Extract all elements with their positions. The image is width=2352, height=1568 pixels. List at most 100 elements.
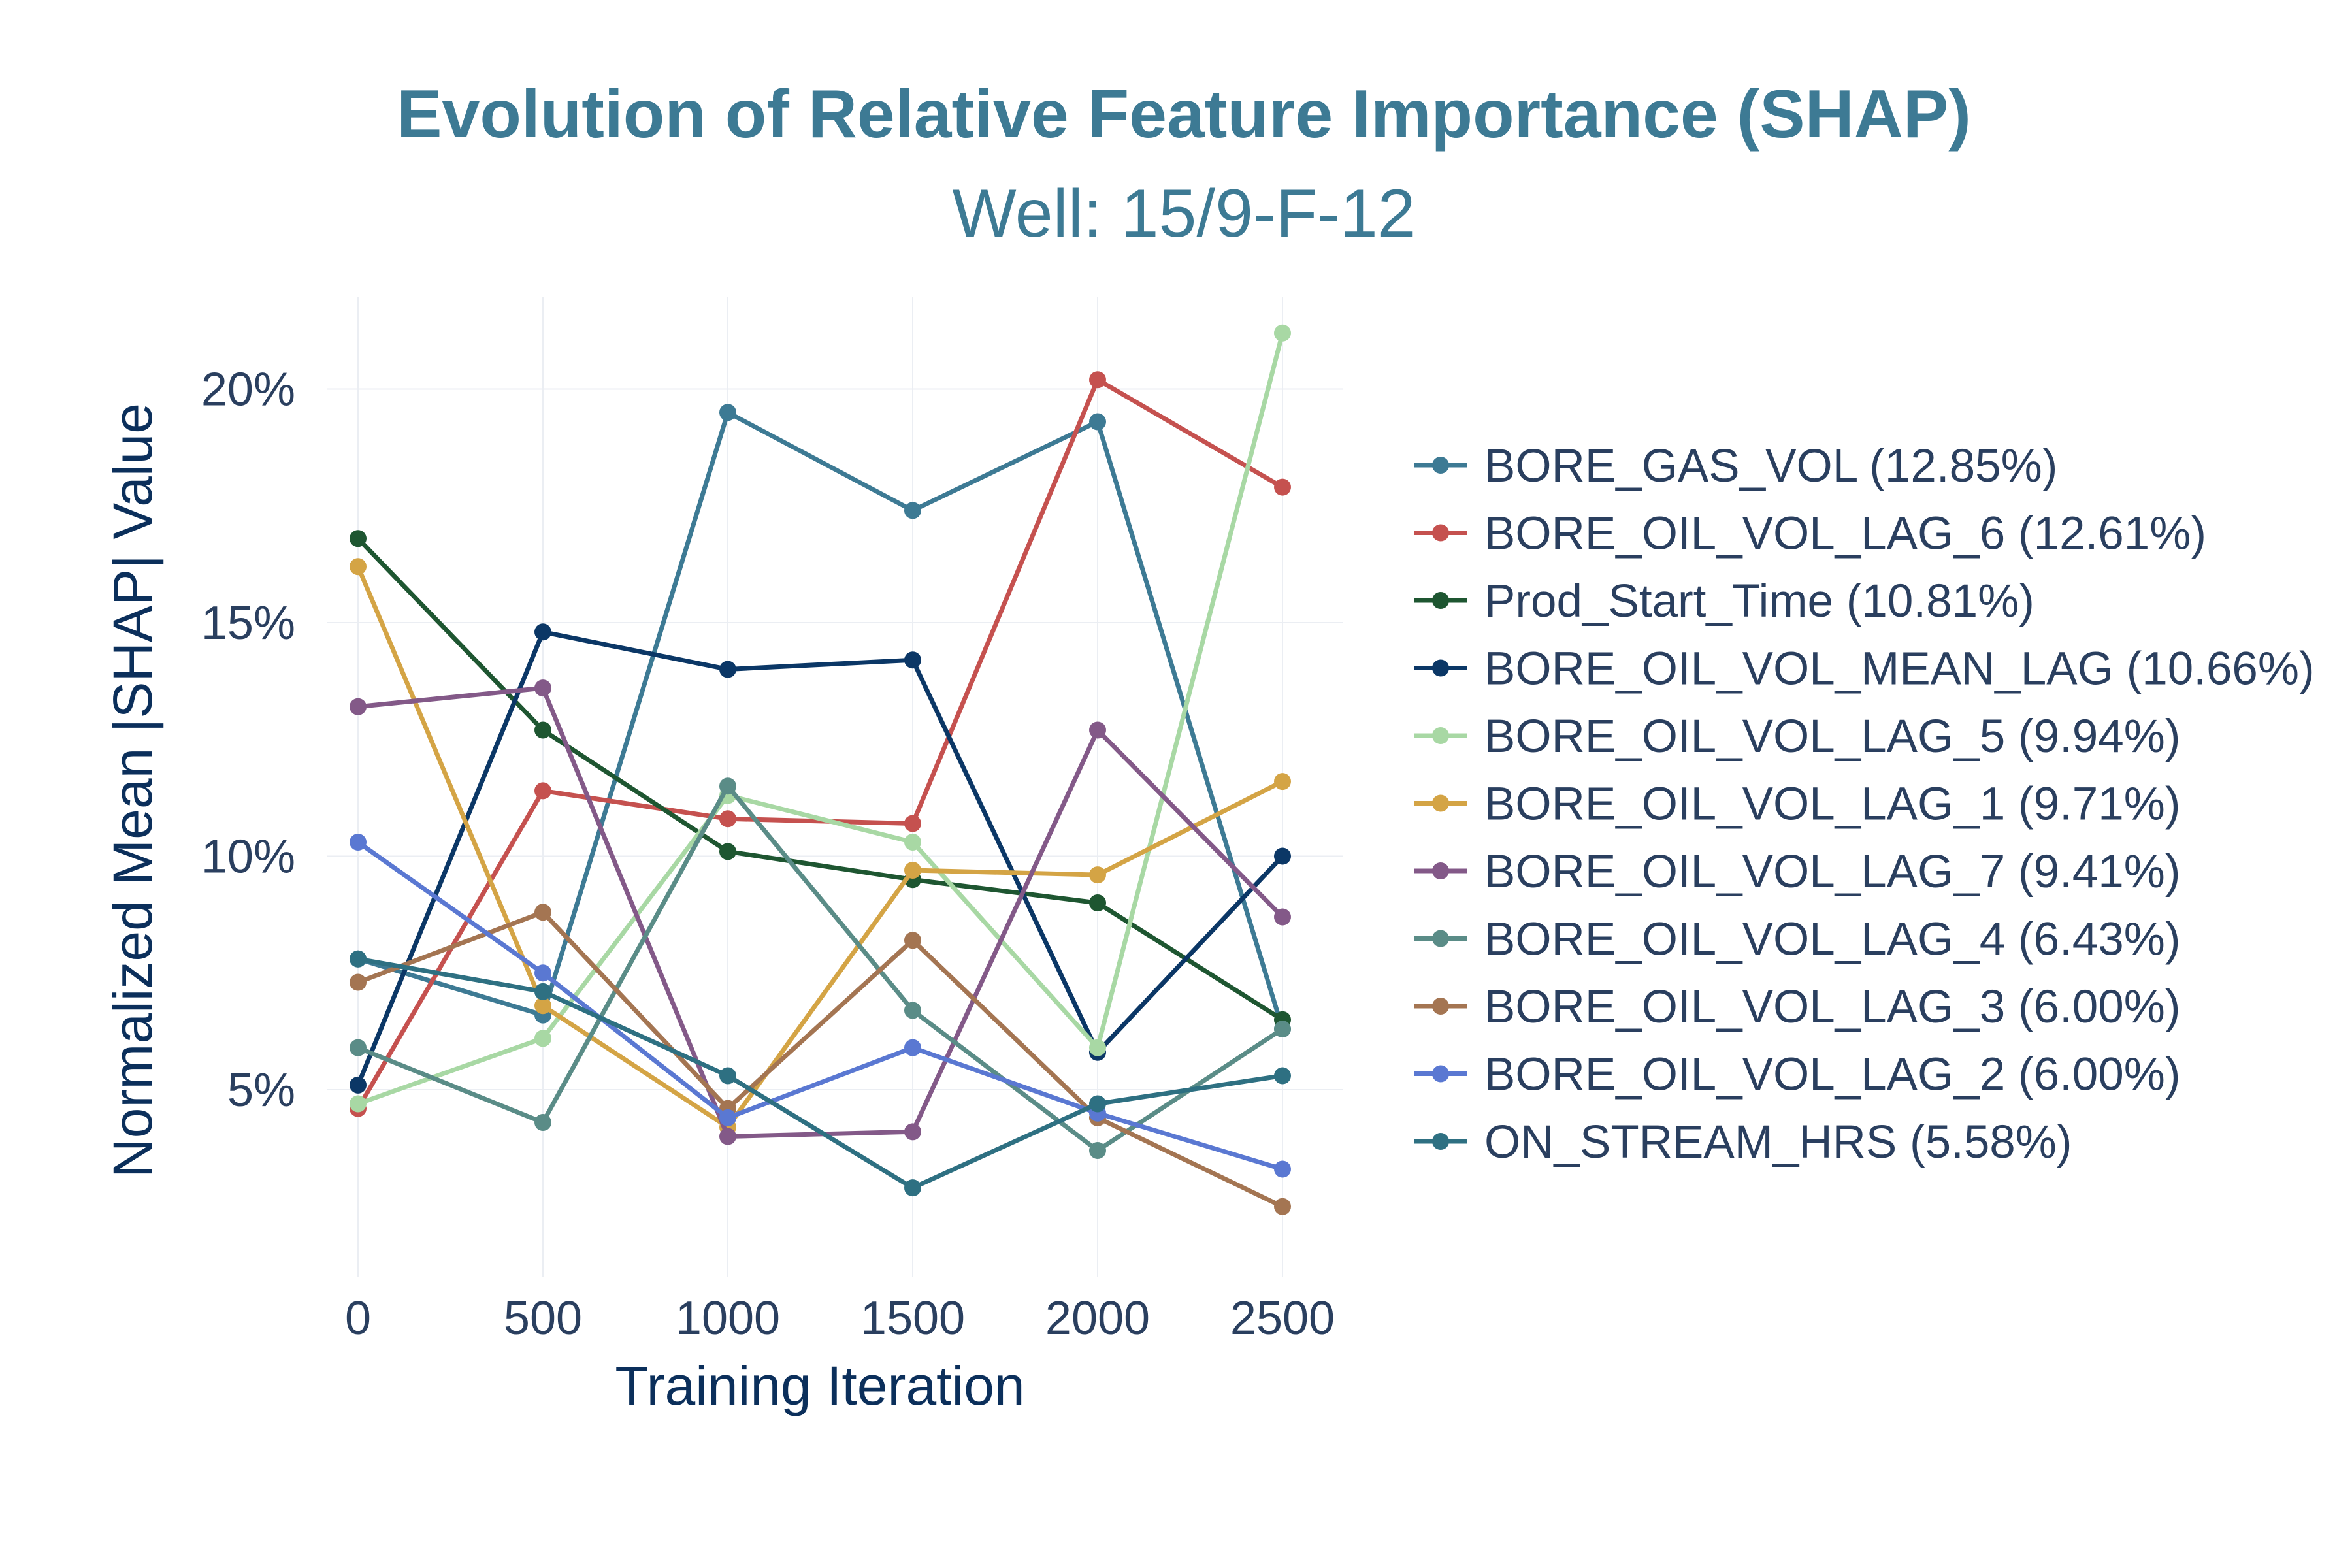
data-point[interactable]: [350, 1095, 367, 1113]
data-point[interactable]: [719, 1128, 736, 1145]
data-point[interactable]: [350, 698, 367, 715]
data-point[interactable]: [534, 904, 551, 921]
legend[interactable]: BORE_GAS_VOL (12.85%) BORE_OIL_VOL_LAG_6 …: [1414, 440, 2315, 1168]
series-5[interactable]: [350, 558, 1291, 1136]
x-tick-label: 2500: [1230, 1292, 1335, 1345]
legend-item[interactable]: BORE_OIL_VOL_LAG_2 (6.00%): [1414, 1049, 2181, 1101]
data-point[interactable]: [1089, 413, 1106, 431]
data-point[interactable]: [904, 1039, 921, 1056]
x-axis-title: Training Iteration: [615, 1355, 1024, 1416]
data-point[interactable]: [904, 932, 921, 949]
x-tick-label: 0: [345, 1292, 371, 1345]
legend-item[interactable]: ON_STREAM_HRS (5.58%): [1414, 1117, 2072, 1168]
y-axis-ticks: 5% 10% 15% 20%: [201, 364, 295, 1117]
data-point[interactable]: [1274, 1021, 1291, 1038]
legend-label: BORE_OIL_VOL_MEAN_LAG (10.66%): [1484, 644, 2315, 695]
data-point[interactable]: [534, 964, 551, 982]
data-point[interactable]: [1274, 847, 1291, 865]
series-line[interactable]: [355, 377, 1284, 1110]
data-point[interactable]: [904, 834, 921, 851]
x-tick-label: 2000: [1045, 1292, 1150, 1345]
data-point[interactable]: [534, 1114, 551, 1132]
data-point[interactable]: [350, 1039, 367, 1056]
series-8[interactable]: [350, 904, 1291, 1215]
legend-marker: [1432, 524, 1449, 542]
series-line[interactable]: [357, 410, 1285, 1030]
data-point[interactable]: [1274, 478, 1291, 496]
series-1[interactable]: [350, 371, 1291, 1117]
series-6[interactable]: [350, 679, 1291, 1145]
data-point[interactable]: [350, 530, 367, 547]
data-point[interactable]: [1089, 1039, 1106, 1056]
series-line[interactable]: [355, 565, 1284, 1130]
data-point[interactable]: [719, 810, 736, 828]
legend-label: BORE_OIL_VOL_LAG_5 (9.94%): [1484, 711, 2181, 762]
data-point[interactable]: [350, 834, 367, 851]
legend-label: BORE_OIL_VOL_LAG_3 (6.00%): [1484, 981, 2181, 1033]
legend-item[interactable]: BORE_OIL_VOL_LAG_7 (9.41%): [1414, 846, 2181, 898]
data-point[interactable]: [534, 721, 551, 739]
data-point[interactable]: [719, 1067, 736, 1085]
data-point[interactable]: [904, 861, 921, 879]
legend-item[interactable]: BORE_OIL_VOL_LAG_3 (6.00%): [1414, 981, 2181, 1033]
legend-marker: [1432, 457, 1449, 474]
data-point[interactable]: [534, 983, 551, 1000]
data-point[interactable]: [534, 997, 551, 1015]
legend-marker: [1432, 998, 1449, 1015]
data-point[interactable]: [904, 1179, 921, 1197]
plot-area: [350, 324, 1291, 1215]
legend-item[interactable]: BORE_OIL_VOL_LAG_4 (6.43%): [1414, 914, 2181, 966]
data-point[interactable]: [904, 815, 921, 832]
data-point[interactable]: [719, 404, 736, 421]
data-point[interactable]: [1274, 1198, 1291, 1215]
data-point[interactable]: [1089, 894, 1106, 911]
legend-label: BORE_OIL_VOL_LAG_6 (12.61%): [1484, 508, 2206, 560]
data-point[interactable]: [1089, 721, 1106, 739]
data-point[interactable]: [1274, 908, 1291, 926]
legend-marker: [1432, 1133, 1449, 1150]
series-line[interactable]: [357, 909, 1284, 1209]
data-point[interactable]: [534, 782, 551, 800]
data-point[interactable]: [534, 1030, 551, 1047]
legend-item[interactable]: BORE_OIL_VOL_LAG_5 (9.94%): [1414, 711, 2181, 762]
x-tick-label: 1000: [676, 1292, 780, 1345]
data-point[interactable]: [1089, 1095, 1106, 1113]
legend-item[interactable]: BORE_OIL_VOL_MEAN_LAG (10.66%): [1414, 644, 2315, 695]
data-point[interactable]: [534, 679, 551, 697]
data-point[interactable]: [719, 843, 736, 860]
series-line[interactable]: [357, 332, 1285, 1106]
legend-label: BORE_GAS_VOL (12.85%): [1484, 440, 2057, 492]
data-point[interactable]: [534, 623, 551, 641]
data-point[interactable]: [904, 651, 921, 669]
series-line[interactable]: [356, 840, 1284, 1171]
legend-item[interactable]: Prod_Start_Time (10.81%): [1414, 576, 2034, 627]
data-point[interactable]: [1274, 1160, 1291, 1178]
series-2[interactable]: [350, 530, 1291, 1028]
legend-item[interactable]: BORE_OIL_VOL_LAG_6 (12.61%): [1414, 508, 2206, 560]
data-point[interactable]: [1274, 773, 1291, 791]
legend-item[interactable]: BORE_OIL_VOL_LAG_1 (9.71%): [1414, 779, 2181, 830]
data-point[interactable]: [1089, 866, 1106, 884]
series-10[interactable]: [350, 950, 1291, 1197]
data-point[interactable]: [350, 558, 367, 576]
data-point[interactable]: [350, 1076, 367, 1094]
series-line[interactable]: [355, 629, 1284, 1086]
data-point[interactable]: [904, 502, 921, 519]
data-point[interactable]: [1274, 1067, 1291, 1085]
series-line[interactable]: [357, 685, 1284, 1139]
data-point[interactable]: [350, 950, 367, 968]
legend-item[interactable]: BORE_GAS_VOL (12.85%): [1414, 440, 2057, 492]
series-7[interactable]: [350, 777, 1291, 1159]
data-point[interactable]: [719, 661, 736, 678]
data-point[interactable]: [719, 1109, 736, 1126]
data-point[interactable]: [1089, 371, 1106, 389]
data-point[interactable]: [719, 777, 736, 795]
data-point[interactable]: [1274, 324, 1291, 342]
series-line[interactable]: [357, 956, 1283, 1190]
data-point[interactable]: [904, 1002, 921, 1019]
data-point[interactable]: [1089, 1141, 1106, 1159]
data-point[interactable]: [350, 973, 367, 991]
series-0[interactable]: [350, 404, 1291, 1038]
data-point[interactable]: [904, 1123, 921, 1141]
